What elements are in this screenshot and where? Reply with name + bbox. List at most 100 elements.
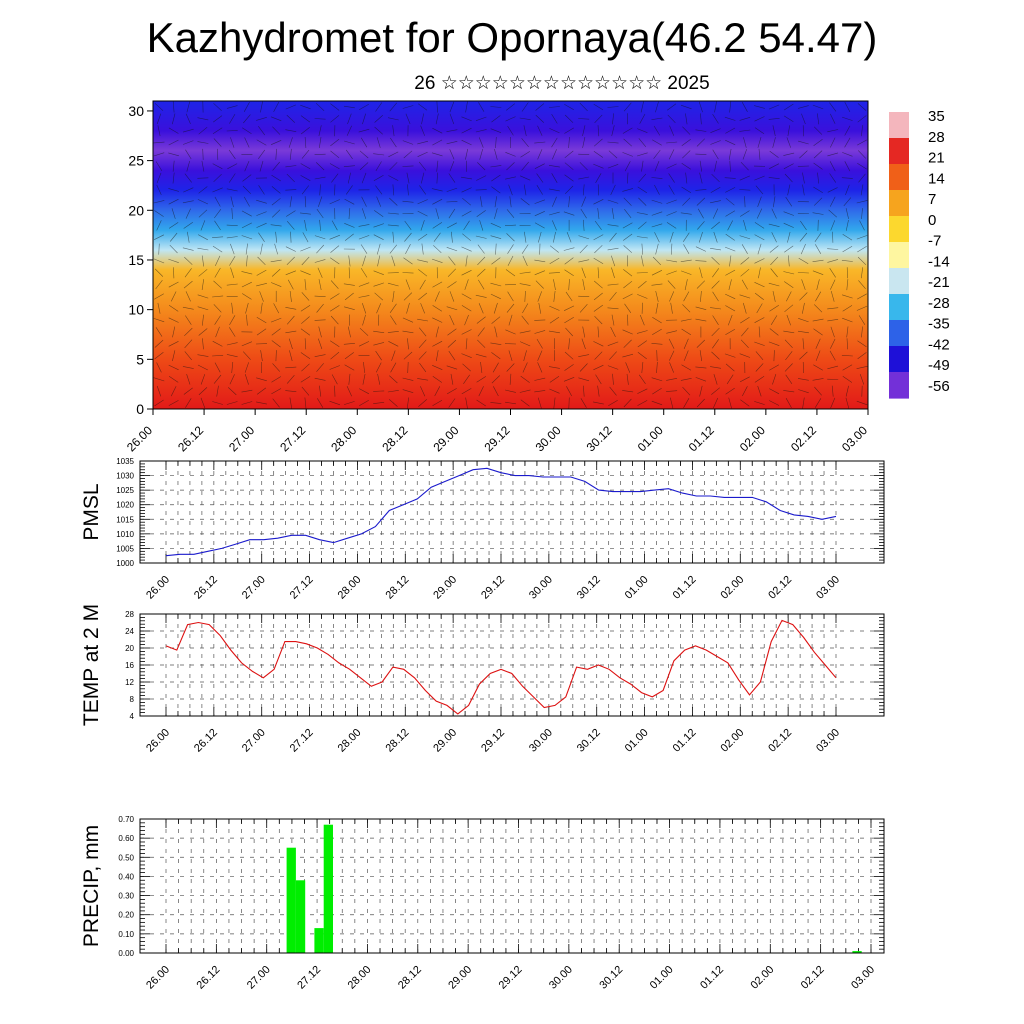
wind-barb [666,270,677,275]
wind-barb [685,172,688,184]
wind-barb [435,326,439,338]
wind-barb [740,161,749,171]
wind-barb [245,302,249,314]
wind-barb [314,354,326,357]
x-tick-label: 28.12 [383,727,411,755]
wind-barb [406,172,410,184]
wind-barb [475,129,487,133]
wind-barb [260,302,263,314]
wind-barb [636,272,648,274]
wind-barb [319,137,322,149]
wind-barb [563,377,575,382]
wind-barb [638,197,647,206]
wind-barb [680,212,692,215]
wind-barb [534,319,546,321]
wind-barb [581,338,586,350]
wind-barb [271,388,282,395]
wind-barb [564,364,574,371]
wind-barb [257,256,266,266]
wind-barb [404,220,412,230]
wind-barb [593,304,603,312]
wind-barb [314,259,326,263]
wind-barb [362,303,367,314]
wind-barb [197,306,209,311]
wind-barb [449,101,455,113]
x-tick-label: 29.12 [497,964,525,992]
x-tick-label: 30.12 [575,574,603,602]
wind-barb [301,386,310,396]
wind-barb [405,279,411,290]
wind-barb [392,290,395,302]
wind-barb [329,400,341,406]
y-tick-label: 0.40 [118,872,134,881]
wind-barb [755,185,764,195]
wind-barb [695,189,707,191]
wind-barb [696,339,706,348]
wind-barb [612,373,614,385]
colorbar-label: 0 [928,212,936,229]
wind-barb [271,174,281,182]
wind-barb [447,328,457,336]
wind-barb [319,184,321,196]
wind-barb [814,398,822,408]
wind-barb [592,401,604,405]
wind-barb [729,255,732,267]
wind-barb [656,350,658,362]
wind-barb [495,136,497,149]
wind-barb [801,113,806,125]
wind-barb [710,186,721,193]
wind-barb [757,196,762,208]
wind-barb [417,259,429,263]
wind-barb [226,342,238,346]
wind-barb [388,151,399,158]
wind-barb [784,173,793,183]
wind-barb [304,219,307,231]
wind-barb [244,160,250,172]
wind-barb [608,150,618,159]
wind-barb [387,117,399,121]
wind-barb [523,184,527,196]
wind-barb [579,244,588,254]
wind-barb [699,160,702,172]
wind-barb [389,244,398,254]
wind-barb [769,245,779,253]
wind-barb [300,104,311,110]
wind-barb [563,211,575,216]
wind-barb [183,187,194,193]
wind-barb [725,305,736,312]
wind-barb [609,292,617,301]
pmsl-panel: 1000 1005 1010 1015 1020 1025 1030 1035 26.00 26.… [80,457,885,602]
wind-barb [623,233,633,241]
wind-barb [405,113,411,125]
wind-barb [519,389,531,393]
wind-barb [493,386,499,397]
wind-barb [507,125,514,136]
wind-barb [671,243,673,255]
wind-barb [476,175,487,181]
wind-barb [300,163,311,170]
wind-barb [490,222,502,228]
wind-barb [769,305,779,312]
wind-barb [241,341,253,347]
wind-barb [768,177,780,179]
wind-barb [548,366,560,369]
wind-barb [770,256,779,266]
wind-barb [319,219,321,231]
wind-barb [300,376,311,383]
wind-barb [754,376,765,383]
wind-barb [300,115,311,123]
wind-barb [329,293,340,300]
wind-barb [799,232,808,242]
wind-barb [609,386,617,396]
wind-barb [465,397,468,409]
wind-barb [624,209,632,219]
wind-barb [197,247,209,251]
wind-barb [290,231,292,243]
wind-barb [861,267,863,279]
wind-barb [652,317,662,324]
wind-barb [182,366,194,369]
wind-barb [827,129,839,133]
y-tick-label: 20 [125,644,134,653]
wind-barb [710,307,722,310]
wind-barb [537,362,543,373]
